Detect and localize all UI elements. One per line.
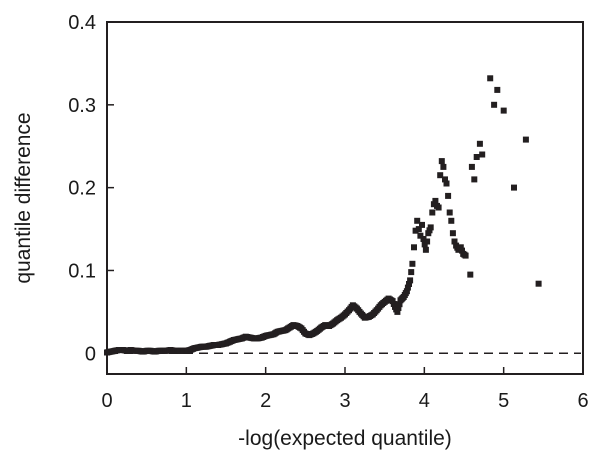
x-axis-title: -log(expected quantile) [238,427,452,450]
data-point [429,209,436,216]
data-point [407,277,414,284]
y-tick-label: 0.1 [68,260,96,282]
data-point [417,232,424,239]
data-point [430,201,437,208]
data-point [443,180,450,187]
data-point [432,197,439,204]
data-point [500,107,507,114]
data-point [462,252,469,259]
x-tick-label: 0 [101,390,112,412]
data-point [427,224,434,231]
data-point [406,281,412,287]
data-point [396,301,403,308]
y-tick-label: 0 [85,343,96,365]
data-point [409,260,416,267]
x-tick-label: 2 [260,390,271,412]
y-tick-label: 0.3 [68,95,96,117]
data-point [415,226,422,233]
data-point [449,230,456,237]
y-tick-label: 0.4 [68,12,96,34]
data-point [494,86,501,93]
data-point [411,244,417,251]
data-point [435,204,442,211]
data-point [395,305,402,311]
plot-area [104,21,584,375]
data-point [487,75,494,82]
data-point [511,184,517,191]
data-point [448,217,455,224]
data-point [445,192,452,199]
data-point [471,176,478,183]
data-point [394,308,401,315]
data-point [473,154,480,160]
data-point [442,176,448,183]
x-axis: 0 1 2 3 4 5 6 [101,367,589,412]
data-point [457,244,464,251]
data-point [404,284,411,291]
y-axis-title: quantile difference [12,112,35,283]
data-point [476,140,483,147]
data-points [104,75,542,356]
data-point [437,172,444,179]
data-point [440,163,447,170]
x-tick-label: 3 [339,390,350,412]
data-point [479,151,486,158]
data-point [424,238,431,245]
data-point [412,227,419,234]
data-point [468,163,475,170]
x-tick-label: 6 [577,390,588,412]
data-point [467,271,474,278]
plot-frame [106,21,584,375]
x-tick-label: 5 [498,390,509,412]
x-tick-label: 4 [419,390,430,412]
data-point [522,136,529,143]
data-point [420,236,427,242]
data-point [419,221,425,228]
data-point [491,101,498,108]
data-point [446,209,453,216]
data-point [408,269,415,276]
y-axis: 0 0.1 0.2 0.3 0.4 [68,12,114,365]
x-tick-label: 1 [181,390,192,412]
data-point [414,217,421,224]
data-point [535,280,542,287]
data-point [459,247,465,254]
y-tick-label: 0.2 [68,178,96,200]
data-point [403,288,410,295]
data-point [451,238,458,245]
data-point [422,246,429,253]
data-point [438,158,445,165]
